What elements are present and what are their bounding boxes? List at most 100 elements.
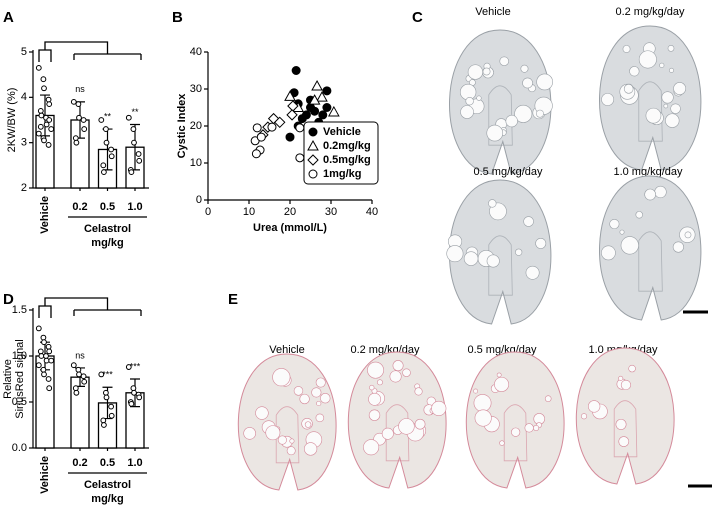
scatter-point bbox=[316, 91, 328, 102]
panel-letter: B bbox=[172, 9, 183, 26]
x-tick-label: 0.5 bbox=[100, 457, 115, 469]
data-point bbox=[45, 376, 52, 382]
x-tick-label: 40 bbox=[366, 206, 378, 218]
tissue-cyst bbox=[363, 439, 380, 456]
tissue-cyst bbox=[482, 67, 491, 76]
data-point bbox=[41, 371, 47, 378]
x-axis-label: Urea (mmol/L) bbox=[253, 222, 327, 234]
tissue-cyst bbox=[523, 216, 534, 227]
data-point bbox=[46, 348, 53, 355]
y-tick-label: 1.0 bbox=[12, 350, 27, 362]
tissue-image bbox=[446, 179, 552, 325]
tissue-cyst bbox=[460, 105, 474, 119]
tissue-cyst bbox=[499, 440, 505, 446]
scatter-point bbox=[274, 116, 286, 129]
data-point bbox=[81, 378, 88, 385]
scatter-point bbox=[267, 122, 277, 132]
data-point bbox=[128, 400, 135, 407]
data-point bbox=[103, 389, 109, 396]
significance-label: *** bbox=[102, 370, 113, 380]
tissue-cyst bbox=[522, 77, 533, 89]
data-point bbox=[73, 389, 80, 396]
legend-marker bbox=[308, 169, 318, 179]
data-point bbox=[108, 412, 115, 419]
data-point bbox=[100, 417, 107, 424]
image-label: 0.2 mg/kg/day bbox=[615, 6, 685, 18]
data-point bbox=[103, 139, 110, 146]
tissue-cyst bbox=[414, 387, 423, 396]
group-unit: mg/kg bbox=[91, 237, 123, 249]
tissue-cyst bbox=[620, 379, 632, 391]
data-point bbox=[135, 151, 142, 157]
tissue-cyst bbox=[618, 375, 624, 381]
y-tick-label: 2 bbox=[21, 182, 27, 194]
tissue-image bbox=[347, 351, 447, 489]
scatter-point bbox=[297, 114, 307, 124]
data-point bbox=[80, 373, 87, 380]
tissue-cyst bbox=[665, 113, 680, 128]
data-point bbox=[35, 130, 42, 137]
data-point bbox=[136, 394, 143, 401]
tissue-cyst bbox=[277, 435, 287, 445]
tissue-cyst bbox=[622, 45, 631, 53]
group-label: Celastrol bbox=[84, 479, 131, 491]
tissue-cyst bbox=[544, 395, 552, 402]
scatter-point bbox=[256, 132, 266, 142]
x-tick-label: 20 bbox=[284, 206, 296, 218]
data-point bbox=[100, 162, 107, 169]
data-point bbox=[130, 126, 137, 132]
tissue-cyst bbox=[474, 409, 492, 427]
tissue-outline bbox=[449, 179, 552, 325]
tissue-cyst bbox=[265, 425, 281, 441]
tissue-cyst bbox=[402, 368, 411, 377]
tissue-cyst bbox=[629, 66, 640, 77]
data-point bbox=[128, 169, 135, 176]
tissue-cyst bbox=[520, 64, 529, 73]
data-point bbox=[98, 371, 105, 378]
data-point bbox=[70, 362, 77, 369]
tissue-cyst bbox=[494, 376, 510, 392]
data-point bbox=[37, 348, 44, 355]
image-label: Vehicle bbox=[475, 6, 510, 18]
tissue-outline bbox=[465, 351, 565, 489]
data-point bbox=[73, 139, 80, 146]
tissue-cyst bbox=[496, 372, 502, 378]
data-point bbox=[101, 422, 107, 428]
legend-marker bbox=[307, 139, 319, 151]
tissue-cyst bbox=[524, 423, 534, 433]
tissue-cyst bbox=[255, 406, 269, 420]
tissue-cyst bbox=[486, 124, 504, 142]
data-point bbox=[40, 76, 47, 83]
data-point bbox=[70, 98, 77, 105]
legend-label: 1mg/kg bbox=[323, 168, 362, 180]
legend-label: 0.2mg/kg bbox=[323, 140, 371, 152]
scatter-point bbox=[311, 80, 323, 91]
y-tick-label: 0.0 bbox=[12, 442, 27, 454]
image-label: 0.5 mg/kg/day bbox=[473, 166, 543, 178]
data-point bbox=[131, 389, 137, 396]
tissue-cyst bbox=[381, 427, 394, 440]
y-axis-label: Relative bbox=[2, 359, 14, 399]
tissue-cyst bbox=[368, 392, 382, 406]
x-tick-label: 30 bbox=[325, 206, 337, 218]
data-point bbox=[75, 366, 82, 373]
tissue-cyst bbox=[615, 418, 627, 430]
x-tick-label: 1.0 bbox=[127, 201, 142, 213]
legend-marker bbox=[308, 127, 318, 137]
y-tick-label: 0 bbox=[196, 194, 202, 206]
scatter-point bbox=[295, 153, 305, 163]
tissue-cyst bbox=[609, 218, 620, 230]
tissue-cyst bbox=[398, 418, 415, 435]
tissue-cyst bbox=[272, 368, 291, 387]
tissue-cyst bbox=[536, 73, 553, 91]
data-point bbox=[43, 121, 50, 128]
tissue-cyst bbox=[661, 91, 674, 104]
tissue-cyst bbox=[316, 400, 322, 407]
tissue-cyst bbox=[392, 360, 404, 372]
tissue-cyst bbox=[505, 114, 518, 128]
y-tick-label: 0.5 bbox=[12, 396, 27, 408]
significance-label: ** bbox=[131, 107, 139, 117]
scatter-point bbox=[251, 149, 261, 159]
tissue-cyst bbox=[304, 421, 312, 428]
x-tick-label: 0.2 bbox=[72, 457, 87, 469]
